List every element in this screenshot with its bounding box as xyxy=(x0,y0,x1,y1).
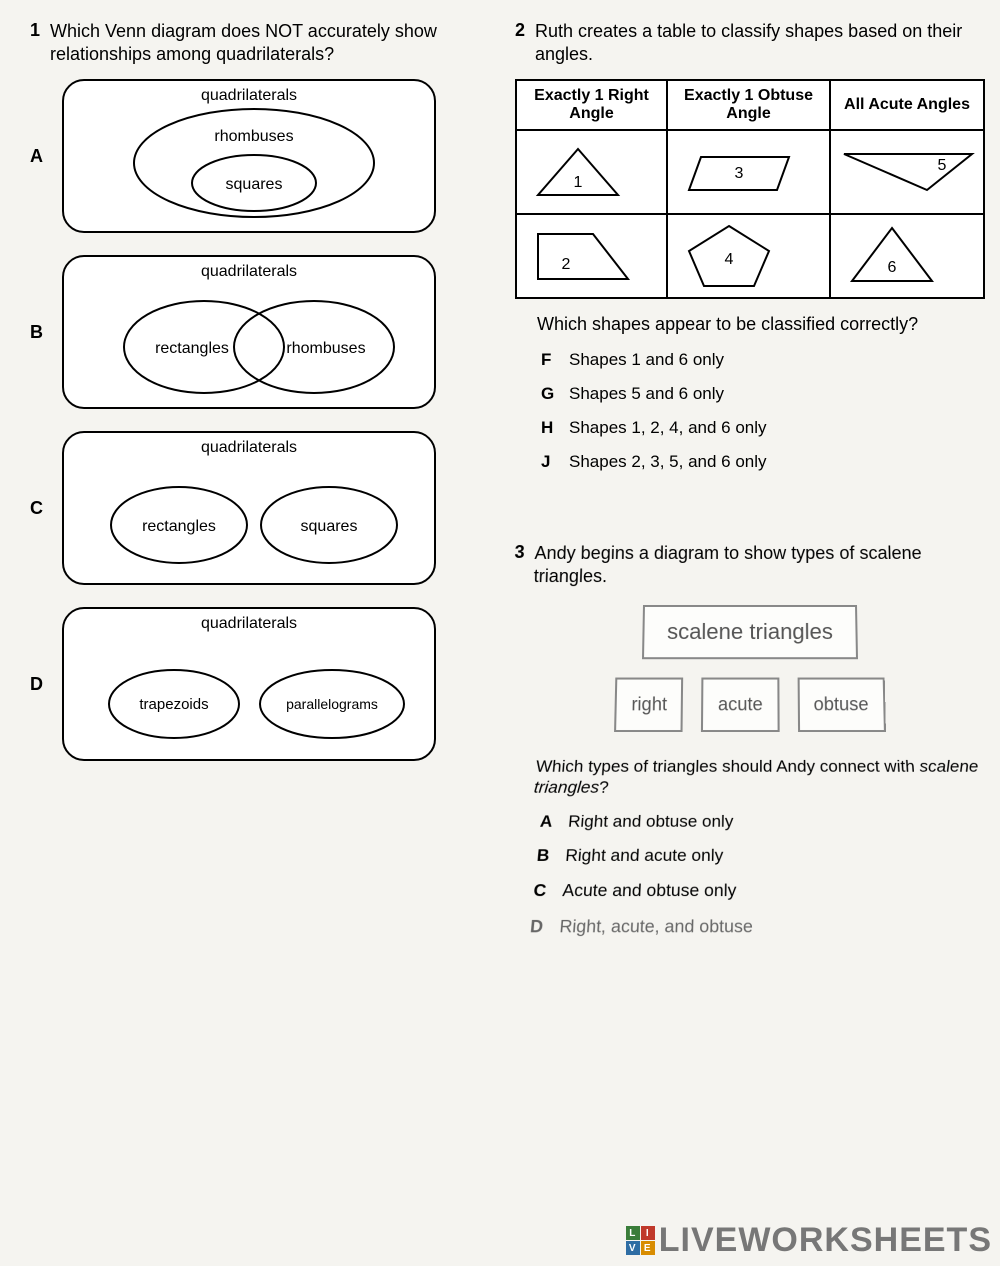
q2-text: Ruth creates a table to classify shapes … xyxy=(535,20,985,65)
q3-answer-c[interactable]: CAcute and obtuse only xyxy=(533,880,994,901)
q2-answer-g[interactable]: GShapes 5 and 6 only xyxy=(541,384,985,404)
svg-text:5: 5 xyxy=(938,157,947,174)
q2-answer-h[interactable]: HShapes 1, 2, 4, and 6 only xyxy=(541,418,985,438)
q3-number: 3 xyxy=(513,542,525,587)
q3-subquestion: Which types of triangles should Andy con… xyxy=(533,756,989,798)
svg-text:6: 6 xyxy=(888,259,897,276)
q2-number: 2 xyxy=(515,20,525,65)
q1-number: 1 xyxy=(30,20,40,65)
svg-text:3: 3 xyxy=(735,165,744,182)
q2-answer-j[interactable]: JShapes 2, 3, 5, and 6 only xyxy=(541,452,985,472)
svg-text:rectangles: rectangles xyxy=(142,518,216,535)
svg-text:rectangles: rectangles xyxy=(155,340,229,357)
q2-table: Exactly 1 Right Angle Exactly 1 Obtuse A… xyxy=(515,79,985,299)
q3-answer-a[interactable]: ARight and obtuse only xyxy=(539,812,987,832)
q1-option-a[interactable]: A quadrilaterals rhombuses squares xyxy=(30,79,485,233)
q2-subquestion: Which shapes appear to be classified cor… xyxy=(537,313,985,336)
q1-option-b[interactable]: B quadrilaterals rectangles rhombuses xyxy=(30,255,485,409)
q3-text: Andy begins a diagram to show types of s… xyxy=(533,542,987,587)
q3-box-right: right xyxy=(614,677,683,732)
svg-text:1: 1 xyxy=(574,174,583,191)
svg-text:rhombuses: rhombuses xyxy=(214,128,293,145)
svg-text:parallelograms: parallelograms xyxy=(286,696,378,712)
svg-text:rhombuses: rhombuses xyxy=(286,340,365,357)
venn-c: quadrilaterals rectangles squares xyxy=(62,431,436,585)
q3-main-box: scalene triangles xyxy=(642,605,857,659)
venn-b: quadrilaterals rectangles rhombuses xyxy=(62,255,436,409)
q3-answer-b[interactable]: BRight and acute only xyxy=(536,846,990,866)
shape-4: 4 xyxy=(667,214,830,298)
q1-option-c[interactable]: C quadrilaterals rectangles squares xyxy=(30,431,485,585)
q3-box-acute: acute xyxy=(701,677,779,732)
watermark-icon: LI VE xyxy=(626,1226,655,1255)
q3-box-obtuse: obtuse xyxy=(797,677,885,732)
svg-text:squares: squares xyxy=(226,176,283,193)
q1-text: Which Venn diagram does NOT accurately s… xyxy=(50,20,485,65)
svg-text:trapezoids: trapezoids xyxy=(139,696,208,713)
svg-text:squares: squares xyxy=(301,518,358,535)
venn-a: quadrilaterals rhombuses squares xyxy=(62,79,436,233)
q3-answer-d[interactable]: DRight, acute, and obtuse xyxy=(529,916,997,938)
shape-3: 3 xyxy=(667,130,830,214)
watermark: LI VE LIVEWORKSHEETS xyxy=(626,1221,992,1260)
question-2: 2 Ruth creates a table to classify shape… xyxy=(515,20,985,486)
q2-answer-f[interactable]: FShapes 1 and 6 only xyxy=(541,350,985,370)
shape-2: 2 xyxy=(516,214,667,298)
shape-5: 5 xyxy=(830,130,984,214)
shape-6: 6 xyxy=(830,214,984,298)
q1-option-d[interactable]: D quadrilaterals trapezoids parallelogra… xyxy=(30,607,485,761)
question-1: 1 Which Venn diagram does NOT accurately… xyxy=(30,20,485,948)
shape-1: 1 xyxy=(516,130,667,214)
question-3: 3 Andy begins a diagram to show types of… xyxy=(515,542,985,949)
svg-text:4: 4 xyxy=(725,251,734,268)
venn-d: quadrilaterals trapezoids parallelograms xyxy=(62,607,436,761)
svg-text:2: 2 xyxy=(562,256,571,273)
